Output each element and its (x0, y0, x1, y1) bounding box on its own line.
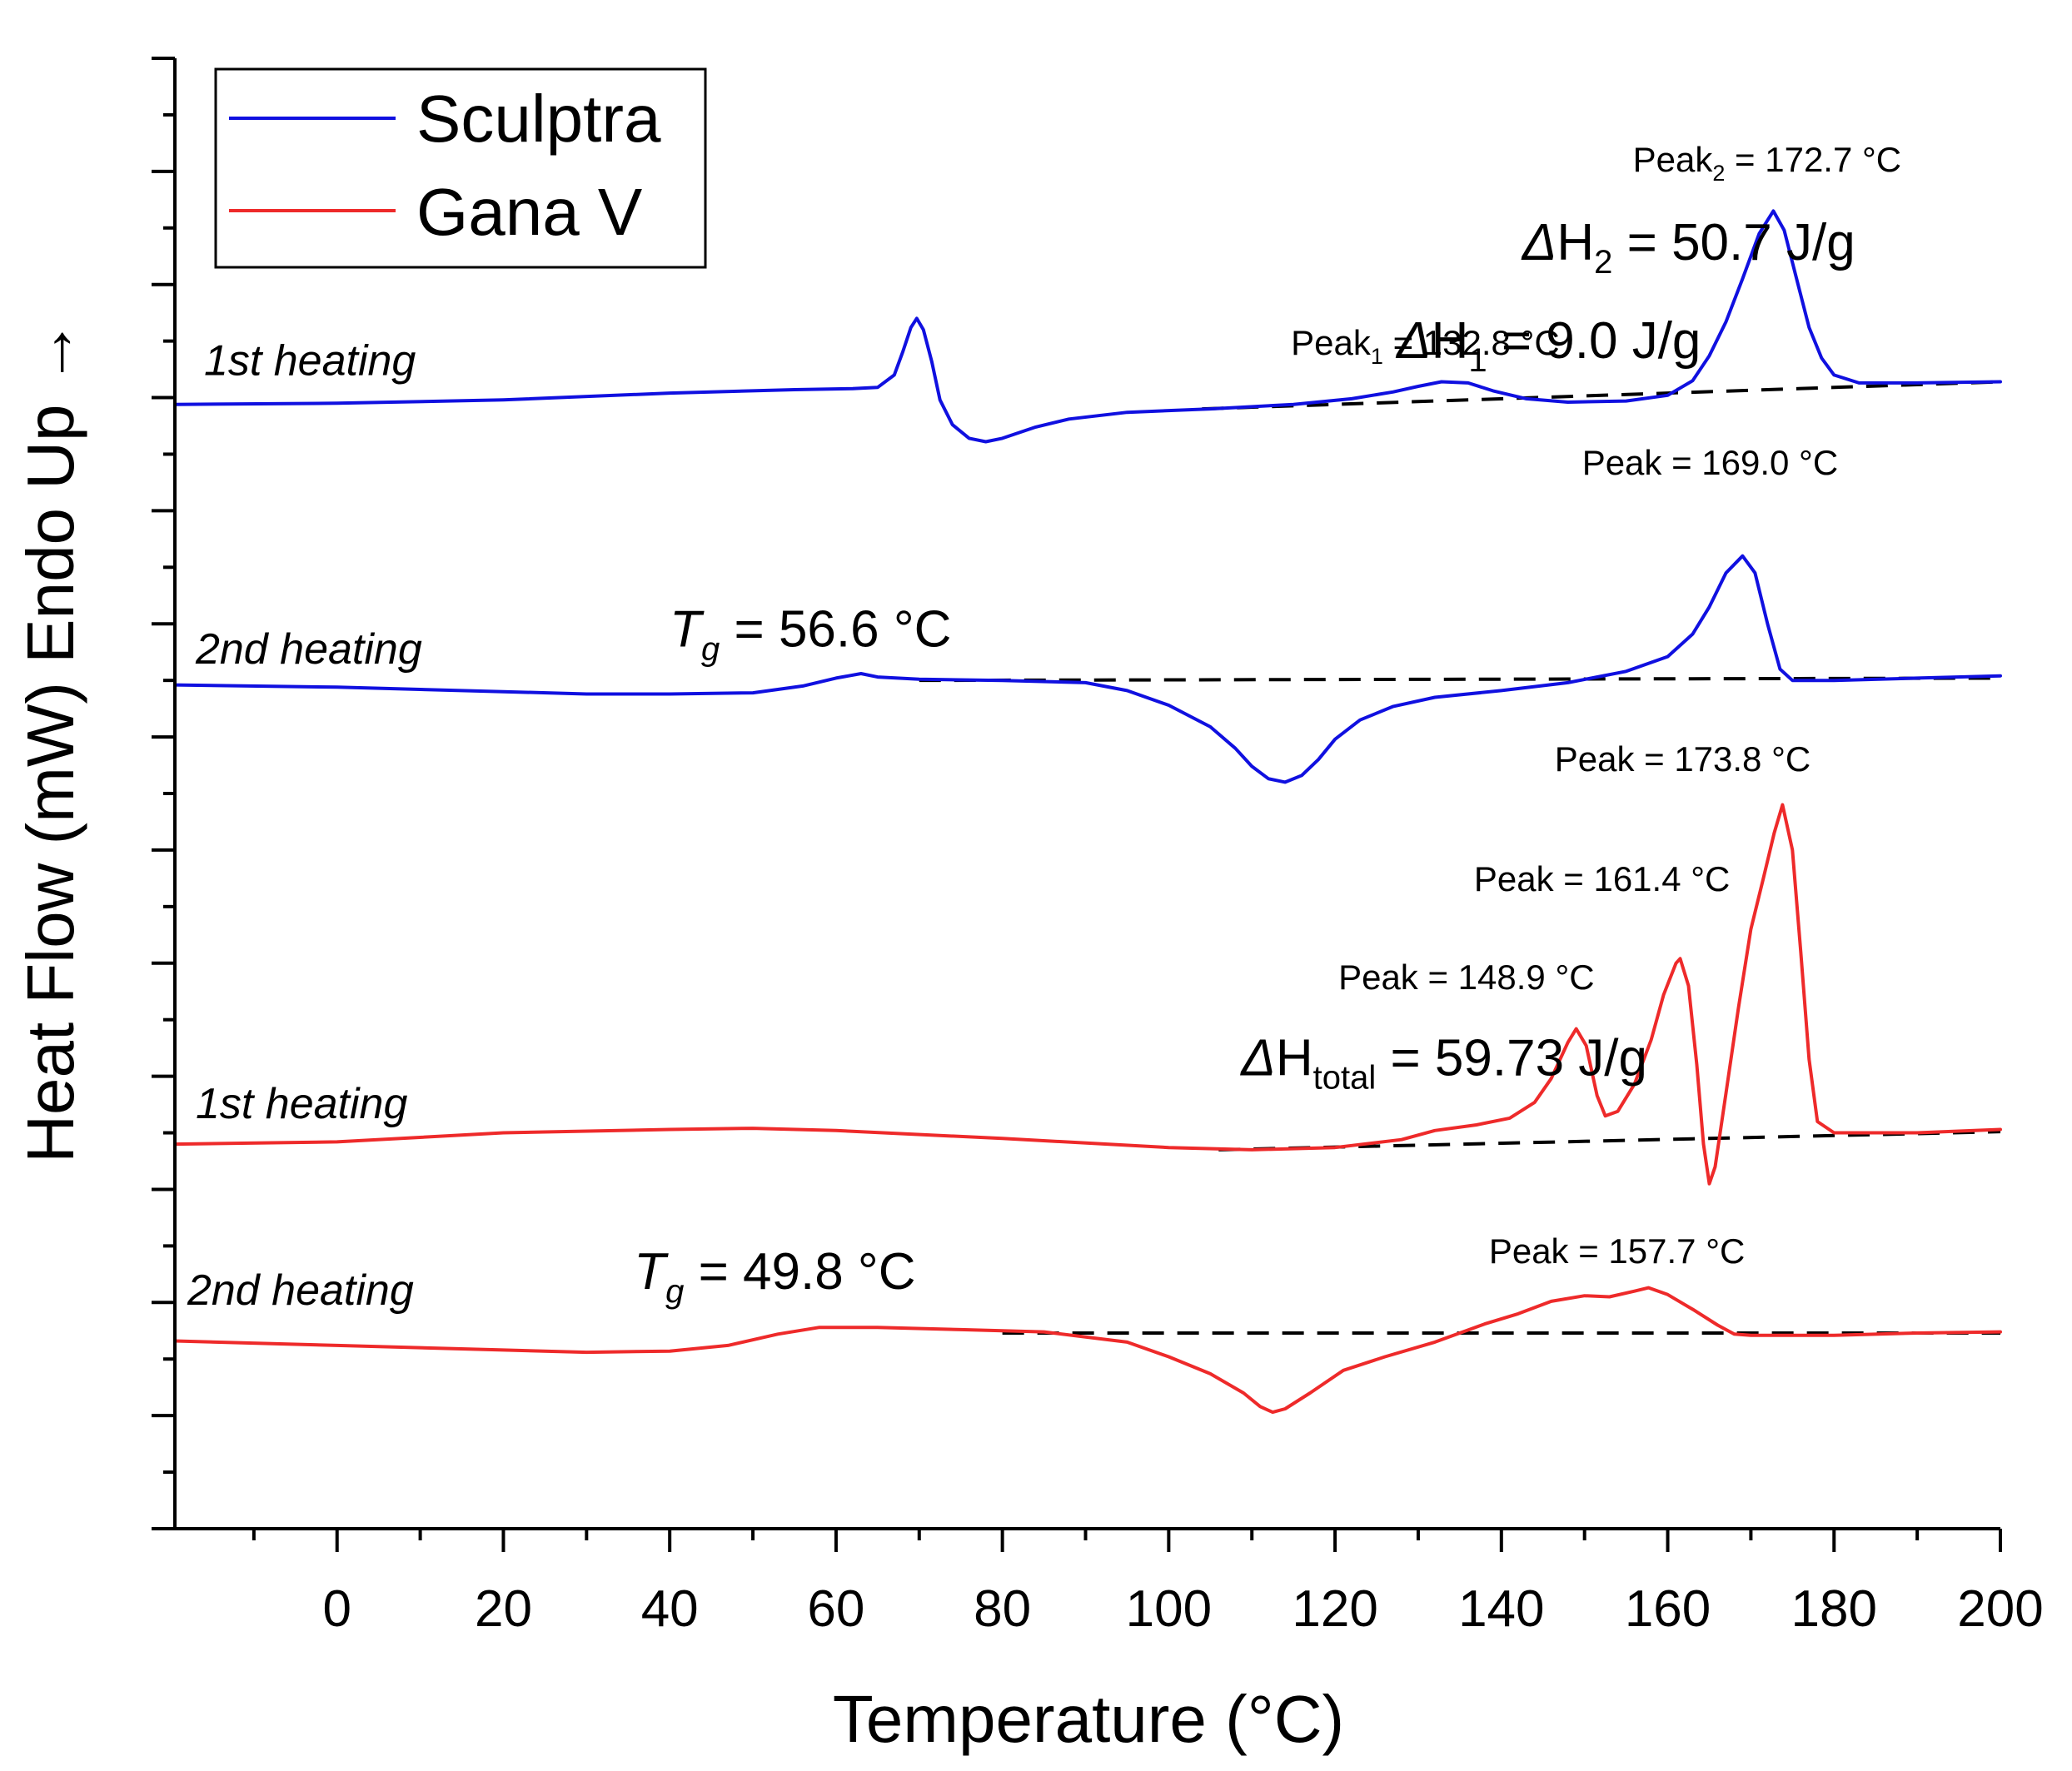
annotation-tg: Tg = 49.8 °C (634, 1243, 915, 1310)
x-tick-label: 60 (807, 1580, 864, 1638)
x-tick-label: 180 (1791, 1580, 1877, 1638)
x-tick-label: 80 (974, 1580, 1031, 1638)
curve-label: 2nd heating (187, 1266, 414, 1315)
baseline-3 (1218, 1130, 2001, 1152)
legend-frame (214, 67, 707, 269)
axes: 0 20 40 60 80 100 120 140 160 180 200 (152, 57, 2044, 1638)
annotation-plain: Peak = 161.4 °C (1474, 859, 1731, 898)
x-tick-label: 140 (1458, 1580, 1544, 1638)
annotation-sub: Peak1 = 132.8 °C (1291, 323, 1560, 369)
x-axis-title: Temperature (°C) (833, 1682, 1344, 1756)
x-tick-label: 160 (1625, 1580, 1711, 1638)
annotation-delta: ΔHtotal = 59.73 J/g (1239, 1029, 1647, 1096)
curve-label: 1st heating (196, 1080, 407, 1128)
annotation-plain: Peak = 157.7 °C (1489, 1231, 1746, 1271)
curve-labels: 1st heating 2nd heating 1st heating 2nd hea… (187, 336, 422, 1315)
legend-label-gana: Gana V (416, 175, 643, 249)
annotation-sub: Peak2 = 172.7 °C (1633, 140, 1902, 186)
annotation-delta: ΔH2 = 50.7 J/g (1521, 214, 1855, 281)
series-lines (173, 209, 2002, 1415)
legend: Sculptra Gana V (214, 67, 707, 269)
y-axis-title-text: Heat Flow (mW) Endo Up (13, 404, 87, 1162)
x-tick-label: 100 (1126, 1580, 1212, 1638)
series-sculptra-2nd-heating (173, 554, 2002, 784)
x-tick-label: 120 (1292, 1580, 1377, 1638)
curve-label: 1st heating (204, 336, 416, 385)
annotation-plain: Peak = 173.8 °C (1555, 739, 1811, 779)
series-gana-v-1st-heating (173, 803, 2002, 1186)
x-tick-label: 40 (641, 1580, 699, 1638)
curve-label: 2nd heating (195, 625, 422, 674)
x-tick-label: 20 (475, 1580, 532, 1638)
annotations: Peak2 = 172.7 °C ΔH2 = 50.7 J/g ΔH1 = 9.0 … (634, 140, 1901, 1310)
series-sculptra-1st-heating (173, 209, 2002, 444)
baseline-1 (1202, 380, 2001, 411)
y-axis-title: Heat Flow (mW) Endo Up → (13, 319, 87, 1163)
legend-label-sculptra: Sculptra (416, 82, 661, 156)
annotation-delta: ΔH1 = 9.0 J/g (1395, 312, 1701, 379)
y-axis-title-group: Heat Flow (mW) Endo Up → (13, 319, 87, 1163)
annotation-tg: Tg = 56.6 °C (670, 600, 951, 667)
baseline-2 (919, 676, 2001, 683)
baselines (919, 380, 2001, 1335)
x-tick-label: 0 (322, 1580, 351, 1638)
x-tick-label: 200 (1957, 1580, 2043, 1638)
series-gana-v-2nd-heating (173, 1286, 2002, 1415)
y-axis-arrow-icon: → (13, 319, 87, 386)
annotation-plain: Peak = 148.9 °C (1338, 958, 1595, 997)
annotation-plain: Peak = 169.0 °C (1582, 443, 1839, 482)
